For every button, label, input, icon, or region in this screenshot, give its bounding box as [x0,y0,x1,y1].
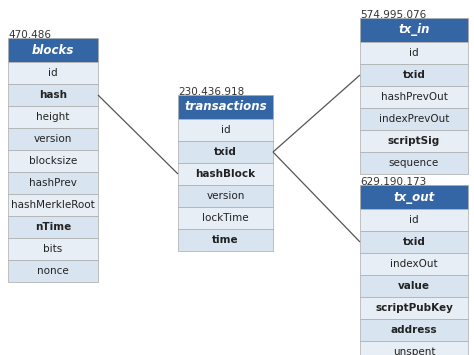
Bar [178,185,273,207]
Bar [360,152,468,174]
Text: hashPrevOut: hashPrevOut [381,92,447,102]
Text: blocks: blocks [32,44,74,56]
Bar [360,231,468,253]
Text: indexOut: indexOut [390,259,438,269]
Bar [8,260,98,282]
Text: bits: bits [44,244,63,254]
Bar [178,207,273,229]
Text: scriptSig: scriptSig [388,136,440,146]
Bar [8,238,98,260]
Bar [178,119,273,141]
Text: time: time [212,235,239,245]
Text: tx_in: tx_in [398,23,430,37]
Text: hash: hash [39,90,67,100]
Text: version: version [34,134,72,144]
Bar [360,42,468,64]
Text: indexPrevOut: indexPrevOut [379,114,449,124]
Bar [178,141,273,163]
Text: id: id [409,215,419,225]
Bar [360,130,468,152]
Bar [360,18,468,42]
Text: lockTime: lockTime [202,213,249,223]
Bar [178,163,273,185]
Bar [8,172,98,194]
Bar [360,209,468,231]
Text: hashBlock: hashBlock [195,169,255,179]
Bar [8,84,98,106]
Text: 230.436.918: 230.436.918 [178,87,244,97]
Bar [360,341,468,355]
Bar [360,64,468,86]
Text: version: version [206,191,245,201]
Text: tx_out: tx_out [393,191,435,203]
Bar [178,229,273,251]
Bar [8,216,98,238]
Bar [8,150,98,172]
Text: sequence: sequence [389,158,439,168]
Text: 470.486: 470.486 [8,30,51,40]
Bar [360,275,468,297]
Text: txid: txid [402,237,426,247]
Bar [360,86,468,108]
Bar [8,62,98,84]
Text: id: id [48,68,58,78]
Bar [8,194,98,216]
Text: 629.190.173: 629.190.173 [360,177,426,187]
Bar [8,128,98,150]
Text: hashMerkleRoot: hashMerkleRoot [11,200,95,210]
Bar [360,319,468,341]
Text: hashPrev: hashPrev [29,178,77,188]
Text: transactions: transactions [184,100,267,114]
Text: blocksize: blocksize [29,156,77,166]
Text: address: address [391,325,438,335]
Text: value: value [398,281,430,291]
Bar [8,106,98,128]
Bar [360,297,468,319]
Bar [178,95,273,119]
Text: nTime: nTime [35,222,71,232]
Bar [8,38,98,62]
Text: unspent: unspent [393,347,435,355]
Text: id: id [409,48,419,58]
Text: 574.995.076: 574.995.076 [360,10,426,20]
Bar [360,185,468,209]
Bar [360,108,468,130]
Text: nonce: nonce [37,266,69,276]
Text: height: height [36,112,70,122]
Text: txid: txid [214,147,237,157]
Text: id: id [221,125,230,135]
Text: txid: txid [402,70,426,80]
Bar [360,253,468,275]
Text: scriptPubKey: scriptPubKey [375,303,453,313]
